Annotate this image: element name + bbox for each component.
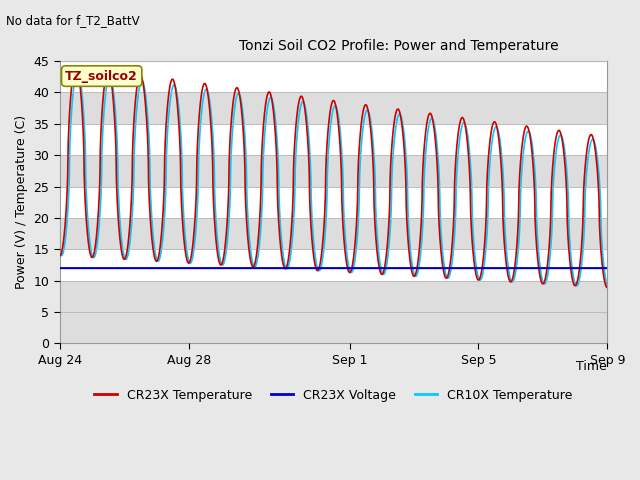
Title: Tonzi Soil CO2 Profile: Power and Temperature: Tonzi Soil CO2 Profile: Power and Temper… [239,39,559,53]
Text: No data for f_T2_BattV: No data for f_T2_BattV [6,14,140,27]
Bar [60,218,607,249]
Bar [60,93,607,124]
Text: TZ_soilco2: TZ_soilco2 [65,70,138,83]
Bar [60,312,607,343]
Bar [60,281,607,312]
Y-axis label: Power (V) / Temperature (C): Power (V) / Temperature (C) [15,115,28,289]
Bar [60,155,607,187]
Legend: CR23X Temperature, CR23X Voltage, CR10X Temperature: CR23X Temperature, CR23X Voltage, CR10X … [90,384,578,407]
Text: Time: Time [577,360,607,373]
